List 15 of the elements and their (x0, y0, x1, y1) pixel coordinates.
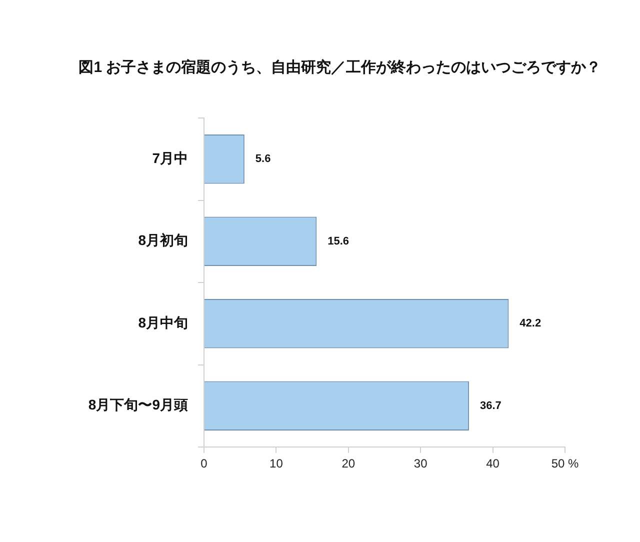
y-tick-label: 8月初旬 (138, 232, 188, 248)
data-label: 42.2 (520, 318, 542, 330)
y-tick-label: 7月中 (152, 150, 188, 166)
x-tick-label: 50 % (551, 456, 579, 471)
x-tick-label: 20 (342, 456, 356, 471)
data-label: 36.7 (480, 400, 502, 412)
data-label: 15.6 (328, 235, 350, 248)
y-tick-label: 8月中旬 (138, 314, 188, 330)
x-tick-label: 40 (486, 456, 500, 471)
y-tick-label: 8月下旬〜9月頭 (88, 396, 188, 413)
x-tick-label: 10 (270, 456, 284, 471)
x-tick-label: 30 (414, 456, 428, 471)
chart-title: 図1 お子さまの宿題のうち、自由研究／工作が終わったのはいつごろですか？ (78, 58, 602, 77)
x-tick-label: 0 (200, 456, 208, 471)
data-label: 5.6 (255, 153, 271, 166)
